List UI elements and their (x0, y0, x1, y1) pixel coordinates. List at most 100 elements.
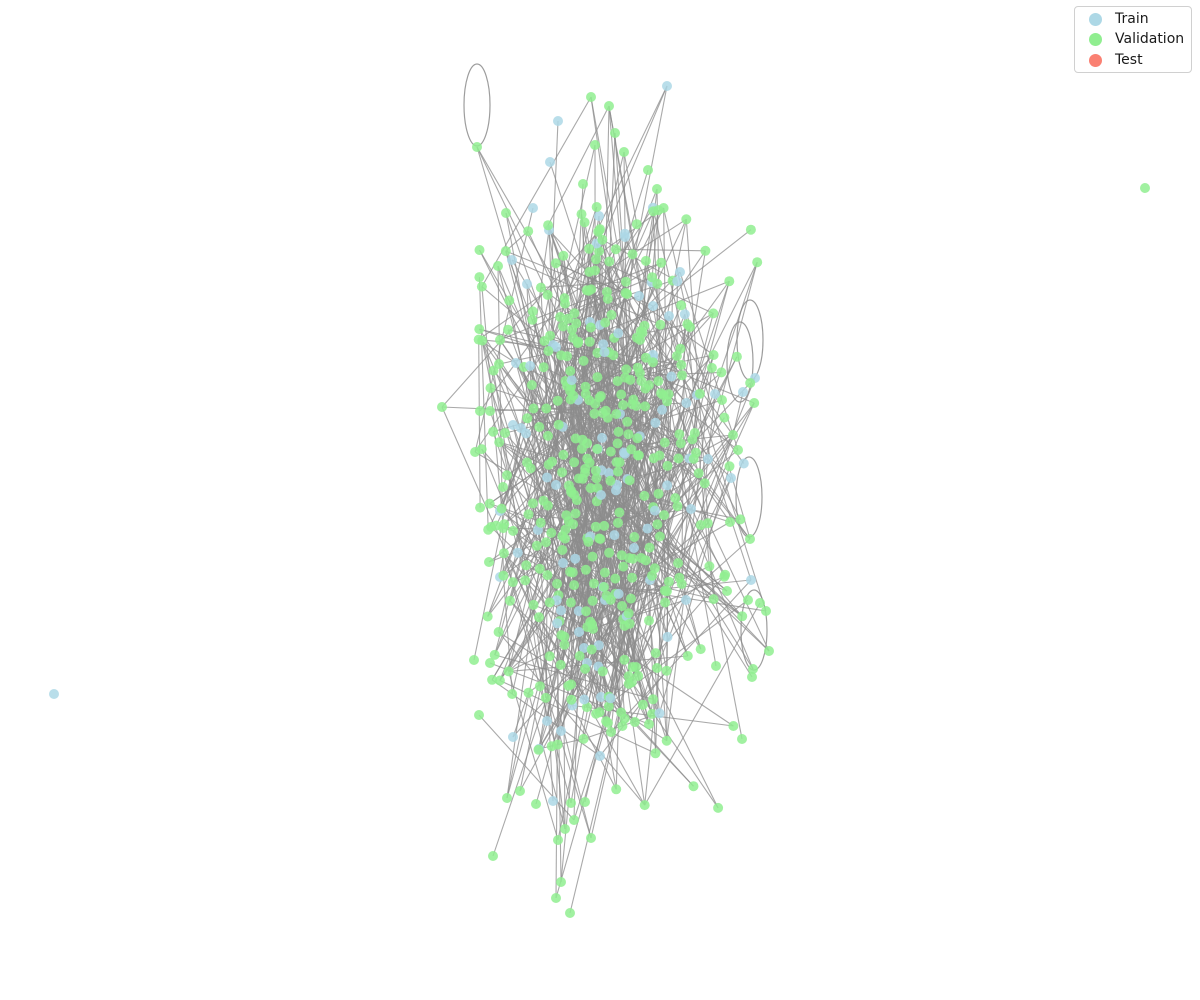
train-node (609, 530, 620, 541)
train-node (599, 347, 610, 358)
validation-node (528, 403, 539, 414)
validation-node (653, 376, 664, 387)
validation-node (629, 532, 640, 542)
validation-node (637, 699, 648, 710)
validation-node (613, 517, 623, 528)
graph-edge (473, 263, 557, 661)
graph-edge (527, 230, 656, 511)
graph-edge (498, 631, 646, 806)
validation-node (484, 498, 495, 509)
validation-node (622, 289, 632, 299)
train-node (710, 389, 720, 399)
graph-edge (563, 454, 728, 592)
self-loop (736, 299, 764, 381)
validation-node (535, 282, 546, 293)
validation-node (552, 395, 563, 406)
validation-node (489, 649, 500, 660)
validation-node (722, 586, 732, 596)
validation-node (724, 461, 735, 472)
validation-node (752, 257, 763, 268)
validation-node (599, 520, 610, 531)
legend-item-validation: Validation (1075, 29, 1184, 49)
validation-node (652, 519, 663, 530)
validation-node (610, 573, 621, 584)
validation-node (617, 601, 628, 611)
train-node (679, 309, 690, 320)
train-node (703, 454, 713, 464)
train-node (681, 398, 692, 408)
validation-node (672, 501, 683, 512)
graph-edge (530, 207, 665, 469)
validation-node (633, 670, 644, 681)
validation-node (585, 483, 596, 494)
validation-node (527, 306, 538, 317)
validation-node (573, 336, 584, 347)
train-node (508, 420, 518, 430)
validation-node (620, 276, 631, 287)
validation-node (624, 475, 635, 486)
validation-node (534, 563, 545, 574)
train-node (551, 480, 561, 490)
validation-node (650, 748, 661, 759)
validation-node (663, 576, 674, 587)
validation-node (495, 335, 505, 345)
validation-node (586, 833, 596, 843)
validation-node (622, 416, 633, 427)
train-node (556, 726, 566, 736)
legend-label-train: Train (1115, 11, 1149, 27)
validation-node (693, 468, 704, 479)
graph-edge (481, 286, 503, 509)
validation-node (565, 908, 575, 918)
validation-node (688, 781, 699, 792)
train-node (556, 605, 566, 616)
validation-node (673, 558, 684, 569)
validation-node (619, 654, 630, 665)
validation-node (592, 444, 603, 454)
validation-node (584, 336, 595, 347)
validation-node (523, 509, 534, 520)
graph-edge (559, 316, 563, 473)
validation-node (652, 184, 662, 194)
self-loop (726, 321, 754, 403)
graph-edge (686, 371, 722, 404)
validation-node (558, 321, 568, 332)
validation-node (586, 92, 596, 102)
validation-node (566, 679, 577, 690)
validation-node (470, 447, 481, 457)
validation-node (539, 336, 550, 346)
validation-node (673, 453, 684, 464)
validation-node (706, 362, 717, 373)
train-node (507, 255, 517, 265)
validation-node (612, 376, 623, 387)
validation-node (639, 800, 650, 811)
graph-edge (684, 314, 751, 540)
validation-node (618, 400, 629, 410)
validation-node (691, 447, 701, 458)
train-node (605, 693, 616, 704)
validation-node (600, 317, 611, 328)
graph-edge (645, 260, 752, 581)
validation-node (661, 735, 672, 746)
validation-node (569, 457, 580, 468)
validation-node (728, 721, 739, 731)
validation-node (713, 802, 724, 813)
validation-node (708, 350, 719, 360)
graph-edge (547, 105, 610, 226)
validation-node (670, 493, 681, 504)
graph-edge (494, 654, 654, 700)
validation-node (632, 362, 643, 373)
graph-edge (545, 408, 683, 585)
validation-node (633, 450, 643, 461)
validation-node (553, 835, 563, 845)
train-node (548, 796, 558, 806)
train-node (579, 643, 589, 653)
validation-node (508, 525, 519, 536)
validation-node (711, 661, 721, 671)
validation-node (650, 648, 661, 659)
train-node (650, 417, 661, 428)
validation-node (662, 460, 673, 471)
validation-node (482, 611, 493, 622)
validation-node (591, 708, 601, 719)
validation-node (583, 536, 594, 547)
validation-node (610, 244, 621, 255)
